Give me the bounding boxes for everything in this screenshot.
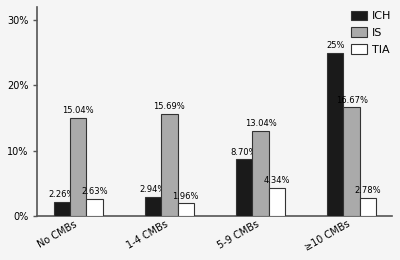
Bar <box>327 53 344 216</box>
Text: 15.69%: 15.69% <box>154 102 185 111</box>
Text: 2.78%: 2.78% <box>355 186 381 196</box>
Text: 15.04%: 15.04% <box>62 106 94 115</box>
Bar <box>236 159 252 216</box>
Bar <box>269 188 285 216</box>
Bar <box>145 197 161 216</box>
Bar <box>70 118 86 216</box>
Text: 25%: 25% <box>326 41 344 50</box>
Text: 2.26%: 2.26% <box>48 190 75 199</box>
Text: 2.94%: 2.94% <box>140 185 166 194</box>
Bar <box>161 114 178 216</box>
Bar <box>54 202 70 216</box>
Text: 8.70%: 8.70% <box>231 148 258 157</box>
Bar <box>178 204 194 216</box>
Bar <box>86 199 103 216</box>
Bar <box>344 107 360 216</box>
Text: 1.96%: 1.96% <box>172 192 199 201</box>
Legend: ICH, IS, TIA: ICH, IS, TIA <box>349 8 394 57</box>
Bar <box>360 198 376 216</box>
Text: 13.04%: 13.04% <box>245 119 276 128</box>
Text: 2.63%: 2.63% <box>81 187 108 197</box>
Bar <box>252 131 269 216</box>
Text: 16.67%: 16.67% <box>336 96 368 105</box>
Text: 4.34%: 4.34% <box>264 176 290 185</box>
